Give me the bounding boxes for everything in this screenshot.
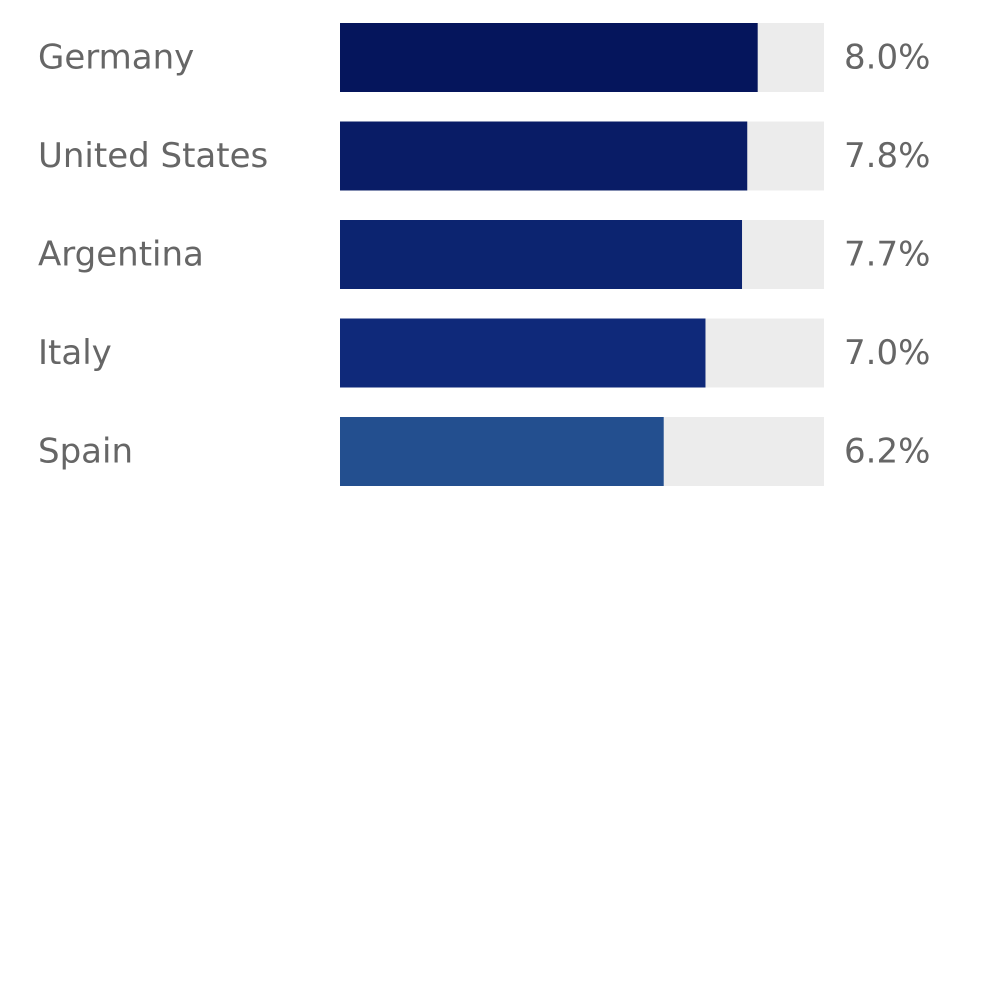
bar: [340, 220, 743, 289]
bar: [340, 23, 758, 92]
value-label: 7.0%: [844, 333, 930, 373]
category-label: Germany: [38, 38, 194, 78]
bar-row: Argentina 7.7%: [38, 220, 930, 289]
bar-row: Italy 7.0%: [38, 318, 930, 388]
category-label: Argentina: [38, 235, 204, 275]
value-label: 7.7%: [844, 235, 930, 275]
bar-row: Spain 6.2%: [38, 417, 930, 486]
category-label: Italy: [38, 333, 112, 373]
bar-row: United States 7.8%: [38, 121, 930, 191]
value-label: 6.2%: [844, 432, 930, 472]
bar: [340, 318, 706, 388]
category-label: United States: [38, 136, 268, 176]
bar: [340, 417, 664, 486]
value-label: 8.0%: [844, 38, 930, 78]
bar-row: Germany 8.0%: [38, 23, 930, 92]
value-label: 7.8%: [844, 136, 930, 176]
bar-rows: Germany 8.0% United States 7.8% Argentina 7.7…: [38, 23, 930, 486]
bar: [340, 121, 748, 191]
category-label: Spain: [38, 432, 133, 472]
